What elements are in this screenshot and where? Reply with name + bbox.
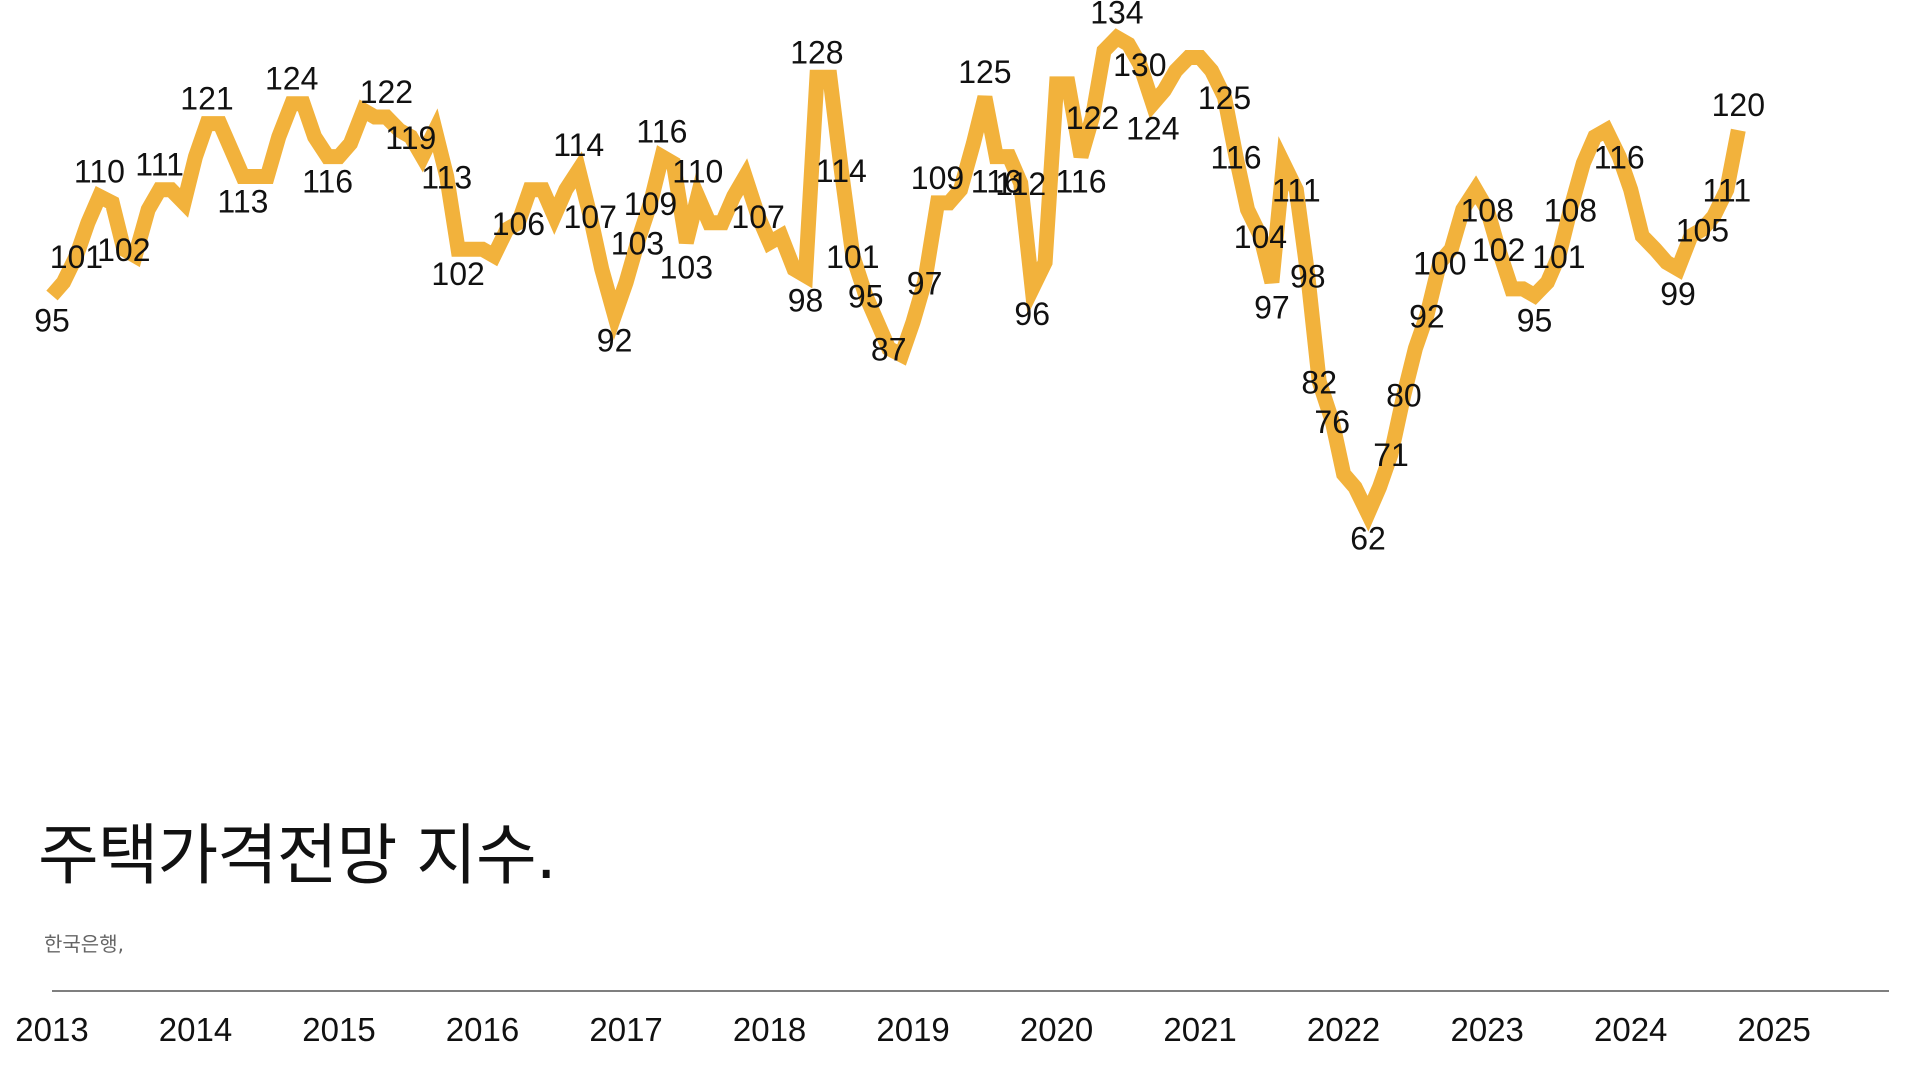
data-label: 103 [611, 226, 664, 262]
data-label: 125 [1198, 80, 1251, 116]
data-label: 102 [97, 232, 150, 268]
x-tick-label: 2013 [15, 1011, 88, 1048]
data-label: 101 [50, 239, 103, 275]
data-label: 102 [1472, 232, 1525, 268]
data-label: 108 [1544, 193, 1597, 229]
data-label: 95 [848, 279, 884, 315]
data-label: 120 [1712, 87, 1765, 123]
data-label: 92 [1409, 298, 1445, 334]
x-tick-label: 2020 [1020, 1011, 1093, 1048]
data-label: 113 [217, 184, 268, 220]
data-label: 109 [911, 160, 964, 196]
data-label: 112 [995, 166, 1046, 202]
data-label: 98 [1290, 259, 1326, 295]
data-label: 110 [74, 153, 125, 189]
data-label: 97 [1254, 289, 1290, 325]
x-tick-label: 2022 [1307, 1011, 1380, 1048]
data-label: 108 [1461, 193, 1514, 229]
data-label: 116 [1210, 140, 1261, 176]
data-label: 109 [624, 186, 677, 222]
series-line [46, 28, 1746, 532]
data-label: 110 [672, 153, 723, 189]
data-labels: 9510111010211112111312411612211911310210… [34, 0, 1765, 557]
data-label: 102 [431, 256, 484, 292]
data-label: 98 [788, 283, 824, 319]
data-label: 107 [731, 199, 784, 235]
data-label: 128 [790, 34, 843, 70]
data-label: 101 [1532, 239, 1585, 275]
data-label: 106 [492, 206, 545, 242]
data-label: 111 [1702, 173, 1751, 209]
x-tick-label: 2024 [1594, 1011, 1667, 1048]
data-label: 122 [360, 74, 413, 110]
x-axis-ticks: 2013 2014 2015 2016 2017 2018 2019 2020 2021 2022… [15, 1011, 1811, 1048]
data-label: 92 [597, 322, 633, 358]
data-label: 121 [180, 81, 233, 117]
data-label: 76 [1314, 404, 1350, 440]
data-label: 80 [1386, 378, 1422, 414]
x-tick-label: 2023 [1450, 1011, 1523, 1048]
x-tick-label: 2017 [589, 1011, 662, 1048]
data-label: 116 [1594, 140, 1645, 176]
data-label: 122 [1066, 100, 1119, 136]
data-label: 124 [1126, 111, 1179, 147]
data-label: 107 [564, 199, 617, 235]
data-label: 82 [1301, 365, 1337, 401]
data-label: 116 [1055, 164, 1106, 200]
series-layer [46, 28, 1746, 532]
data-label: 103 [660, 250, 713, 286]
data-label: 111 [135, 147, 184, 183]
data-label: 95 [1517, 303, 1553, 339]
data-label: 134 [1090, 0, 1143, 31]
chart-title: 주택가격전망 지수. [38, 817, 557, 894]
data-label: 62 [1350, 521, 1386, 557]
data-label: 116 [636, 114, 687, 150]
data-label: 100 [1413, 245, 1466, 281]
data-label: 130 [1113, 47, 1166, 83]
data-label: 101 [826, 239, 879, 275]
data-label: 105 [1676, 212, 1729, 248]
data-label: 111 [1272, 173, 1321, 209]
data-label: 104 [1234, 219, 1287, 255]
data-label: 114 [816, 153, 867, 189]
data-label: 113 [421, 160, 472, 196]
data-label: 114 [553, 127, 604, 163]
data-label: 124 [265, 61, 318, 97]
data-label: 125 [958, 54, 1011, 90]
x-tick-label: 2025 [1737, 1011, 1810, 1048]
x-tick-label: 2016 [446, 1011, 519, 1048]
x-tick-label: 2018 [733, 1011, 806, 1048]
data-label: 71 [1373, 437, 1409, 473]
data-label: 99 [1660, 276, 1696, 312]
x-tick-label: 2021 [1163, 1011, 1236, 1048]
data-label: 87 [871, 331, 907, 367]
data-label: 96 [1014, 296, 1050, 332]
data-label: 116 [971, 164, 1022, 200]
data-label: 95 [34, 303, 70, 339]
x-tick-label: 2014 [159, 1011, 232, 1048]
data-label: 119 [385, 120, 436, 156]
x-tick-label: 2015 [302, 1011, 375, 1048]
data-label: 116 [302, 164, 353, 200]
source-note: 한국은행, [44, 932, 124, 956]
x-tick-label: 2019 [876, 1011, 949, 1048]
data-label: 97 [907, 265, 943, 301]
